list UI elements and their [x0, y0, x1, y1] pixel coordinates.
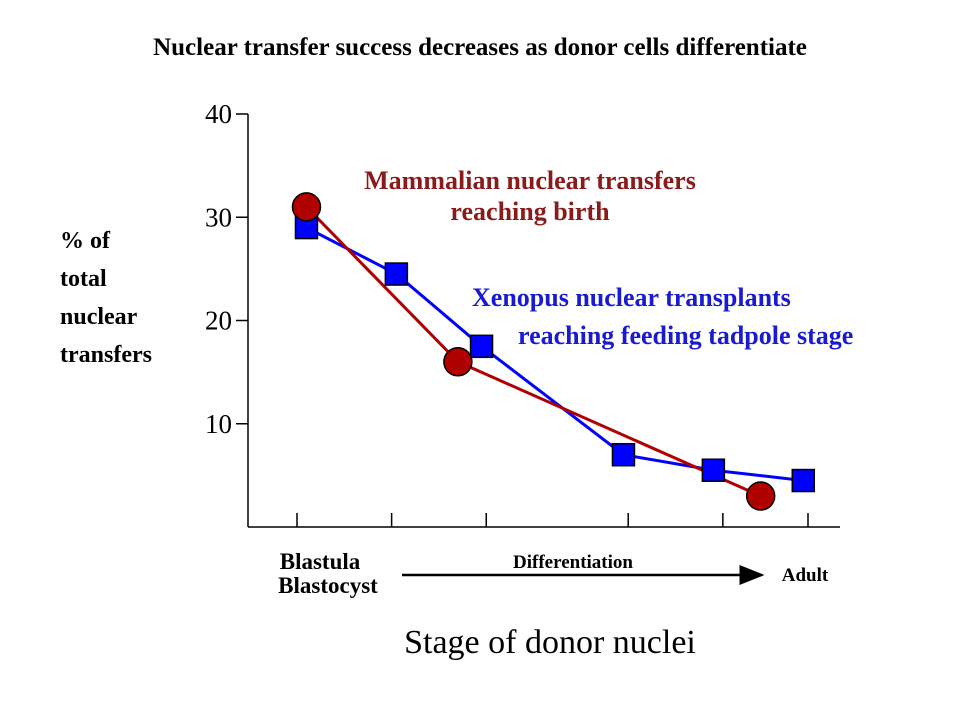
mammalian-series-label-line1: Mammalian nuclear transfers [364, 166, 696, 195]
y-tick-label: 20 [205, 306, 232, 336]
xenopus-series-label-line2: reaching feeding tadpole stage [518, 321, 853, 350]
stage-label-differentiation: Differentiation [513, 552, 633, 573]
y-axis-label-line: % of [60, 228, 110, 254]
mammalian-data-point [443, 347, 473, 377]
xenopus-series-label-line1: Xenopus nuclear transplants [472, 283, 791, 312]
xenopus-data-point [469, 334, 494, 359]
y-tick-label: 30 [205, 202, 232, 232]
mammalian-data-point [291, 192, 322, 222]
stage-label-blastula: Blastula [280, 549, 361, 574]
stage-label-blastocyst: Blastocyst [278, 573, 378, 598]
series-lines [305, 205, 804, 498]
y-tick-label: 10 [205, 409, 232, 439]
xenopus-data-point [611, 442, 636, 467]
mammalian-data-point [745, 481, 776, 511]
y-axis-label-line: total [60, 266, 107, 292]
series-markers [291, 192, 816, 511]
xenopus-data-point [701, 458, 726, 482]
chart-axes: 10 20 30 40 [205, 99, 840, 528]
y-axis-label-line: nuclear [60, 304, 138, 330]
xenopus-series-line [305, 226, 804, 483]
xenopus-data-point [384, 262, 409, 286]
chart-title: Nuclear transfer success decreases as do… [153, 34, 807, 61]
y-tick-label: 40 [205, 99, 232, 129]
mammalian-series-label-line2: reaching birth [450, 197, 610, 226]
stage-label-adult: Adult [782, 565, 829, 586]
y-axis-label-line: transfers [60, 342, 152, 368]
y-axis-label: % of total nuclear transfers [60, 222, 200, 374]
mammalian-series-line [305, 205, 762, 498]
xenopus-data-point [791, 468, 816, 493]
x-axis-label: Stage of donor nuclei [404, 624, 696, 661]
